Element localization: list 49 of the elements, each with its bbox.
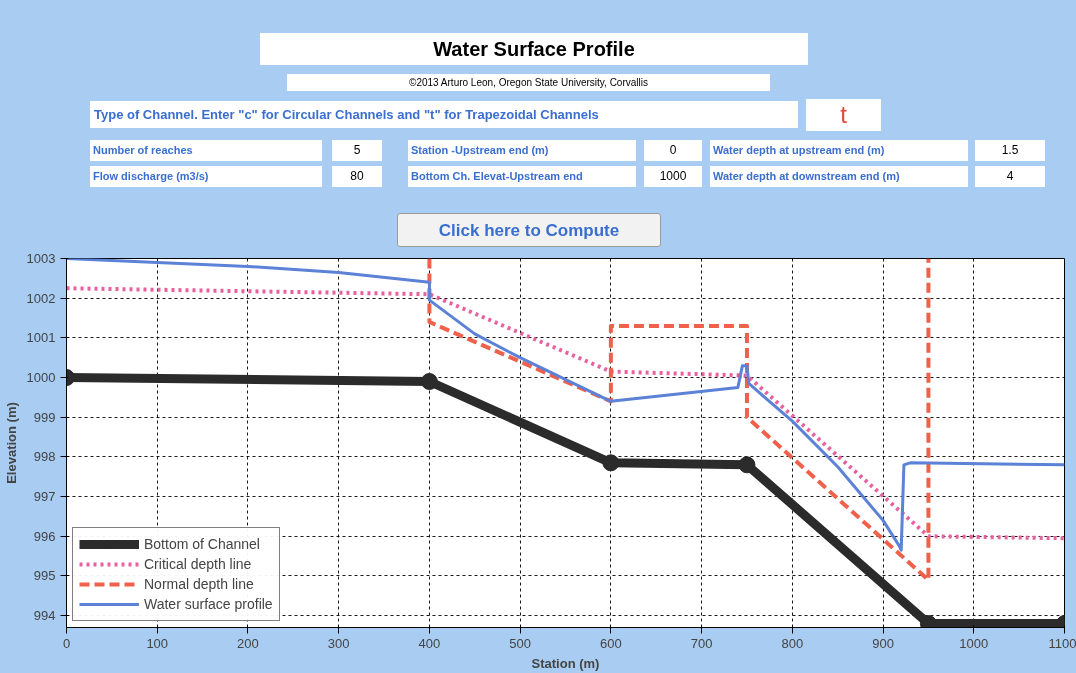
text: Bottom Ch. Elevat-Upstream end (408, 166, 636, 187)
text: Type of Channel. Enter "c" for Circular Channels and "t" for Trapezoidal Channels (90, 101, 798, 128)
y-tick-label: 996 (33, 528, 56, 544)
text: 5 (332, 140, 382, 161)
y-tick-label: 999 (33, 409, 56, 425)
legend-label: Critical depth line (144, 556, 252, 572)
y-tick-label: 1003 (26, 251, 56, 266)
text: 1.5 (975, 140, 1045, 161)
y-tick-label: 1002 (26, 290, 56, 306)
text: Water depth at downstream end (m) (710, 166, 968, 187)
legend-label: Water surface profile (144, 596, 273, 612)
y-tick-label: 994 (33, 608, 56, 624)
y-tick-label: 1000 (26, 370, 56, 386)
text: 80 (332, 166, 382, 187)
x-tick-label: 1100 (1048, 635, 1076, 651)
x-tick-label: 700 (690, 635, 713, 651)
x-tick-label: 400 (418, 635, 441, 651)
y-tick-label: 997 (33, 489, 56, 505)
x-tick-label: 600 (600, 635, 622, 651)
text: 1000 (644, 166, 702, 187)
y-axis-title: Elevation (m) (3, 402, 19, 484)
x-tick-label: 900 (872, 635, 894, 651)
text: 4 (975, 166, 1045, 187)
text: Flow discharge (m3/s) (90, 166, 322, 187)
text: Water depth at upstream end (m) (710, 140, 968, 161)
x-tick-label: 0 (62, 635, 71, 651)
chart-subtitle: ©2013 Arturo Leon, Oregon State University, Corvallis (287, 74, 770, 91)
point (738, 456, 756, 474)
legend-label: Normal depth line (144, 576, 254, 592)
text: Number of reaches (90, 140, 322, 161)
y-tick-label: 1001 (26, 330, 56, 346)
x-axis-title: Station (m) (531, 655, 600, 671)
text: t (806, 99, 881, 131)
legend-label: Bottom of Channel (144, 536, 260, 552)
text: 0 (644, 140, 702, 161)
x-tick-label: 300 (327, 635, 350, 651)
y-tick-label: 995 (33, 568, 56, 584)
x-tick-label: 100 (146, 635, 169, 651)
x-tick-label: 800 (781, 635, 804, 651)
x-tick-label: 200 (237, 635, 259, 651)
point (420, 373, 438, 390)
x-tick-label: 500 (509, 635, 531, 651)
text: Click here to Compute (397, 213, 661, 247)
line-series (427, 258, 931, 582)
text: Station -Upstream end (m) (408, 140, 636, 161)
chart-title: Water Surface Profile (260, 33, 808, 65)
x-tick-label: 1000 (959, 635, 989, 651)
y-tick-label: 998 (33, 449, 56, 465)
point (602, 454, 620, 472)
